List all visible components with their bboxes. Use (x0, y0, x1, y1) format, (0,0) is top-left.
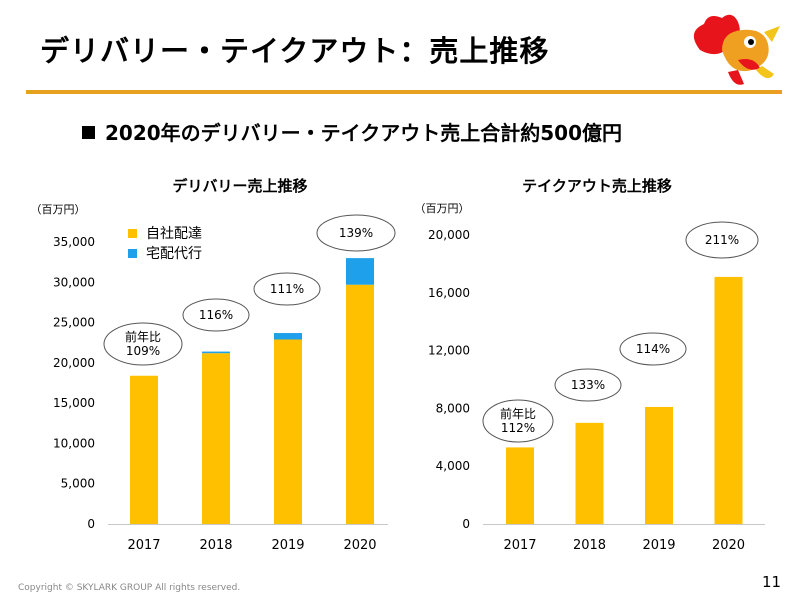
page-number: 11 (762, 573, 782, 591)
legend-swatch (128, 249, 137, 258)
yoy-bubble (182, 298, 250, 332)
yoy-label: 前年比 112% (500, 406, 536, 435)
bar-テイクアウト-2017 (506, 447, 534, 524)
yoy-label: 133% (571, 378, 605, 392)
bar-宅配代行-2020 (346, 258, 374, 285)
chart-title: テイクアウト売上推移 (522, 177, 672, 195)
x-tick-label: 2020 (343, 538, 376, 553)
bar-テイクアウト-2020 (714, 276, 743, 524)
y-tick-label: 0 (87, 517, 95, 531)
yoy-label: 114% (636, 342, 670, 356)
bar-自社配達-2020 (346, 284, 374, 524)
yoy-label: 111% (270, 282, 304, 296)
bar-テイクアウト-2018 (575, 422, 604, 524)
legend-swatch (128, 229, 137, 238)
summary-headline: 2020年のデリバリー・テイクアウト売上合計約500億円 (82, 117, 622, 146)
yoy-bubble (103, 322, 183, 366)
square-bullet-icon (82, 126, 95, 139)
legend-label: 自社配達 (146, 226, 202, 242)
y-tick-label: 4,000 (436, 459, 470, 473)
yoy-label: 116% (199, 308, 233, 322)
bar-自社配達-2018 (202, 353, 230, 524)
mascot-bird-icon (693, 14, 780, 85)
yoy-bubble (253, 272, 321, 306)
y-axis-unit-label: （百万円） (31, 203, 86, 216)
x-tick-label: 2018 (573, 538, 606, 553)
mascot-logo (693, 14, 780, 85)
y-axis-unit-label: （百万円） (415, 202, 470, 215)
y-tick-label: 5,000 (61, 477, 95, 491)
y-tick-label: 20,000 (53, 356, 95, 370)
yoy-label: 211% (705, 233, 739, 247)
y-tick-label: 20,000 (428, 228, 470, 242)
y-tick-label: 10,000 (53, 436, 95, 450)
copyright-notice: Copyright © SKYLARK GROUP All rights res… (18, 583, 241, 593)
x-tick-label: 2020 (712, 538, 745, 553)
bar-自社配達-2019 (274, 339, 302, 524)
page-title: デリバリー・テイクアウト：売上推移 (40, 34, 550, 68)
y-tick-label: 8,000 (436, 401, 470, 415)
y-tick-label: 12,000 (428, 344, 470, 358)
title-underline (26, 90, 782, 94)
bar-テイクアウト-2019 (645, 406, 673, 524)
x-tick-label: 2017 (127, 538, 160, 553)
y-tick-label: 30,000 (53, 275, 95, 289)
legend-label: 宅配代行 (146, 246, 202, 262)
x-tick-label: 2019 (642, 538, 675, 553)
yoy-bubble (316, 214, 396, 252)
yoy-bubble (685, 221, 759, 259)
y-tick-label: 0 (462, 517, 470, 531)
yoy-label: 139% (339, 226, 373, 240)
x-tick-label: 2017 (503, 538, 536, 553)
bar-自社配達-2017 (130, 375, 158, 524)
yoy-label: 前年比 109% (125, 329, 161, 358)
yoy-bubble (554, 368, 622, 402)
y-tick-label: 25,000 (53, 316, 95, 330)
bar-宅配代行-2019 (274, 333, 302, 340)
summary-text: 2020年のデリバリー・テイクアウト売上合計約500億円 (105, 121, 623, 145)
y-tick-label: 15,000 (53, 396, 95, 410)
y-tick-label: 16,000 (428, 286, 470, 300)
x-tick-label: 2019 (271, 538, 304, 553)
x-tick-label: 2018 (199, 538, 232, 553)
chart-title: デリバリー売上推移 (172, 177, 307, 195)
y-tick-label: 35,000 (53, 235, 95, 249)
bar-宅配代行-2018 (202, 351, 230, 354)
yoy-bubble (619, 332, 687, 366)
yoy-bubble (482, 399, 554, 443)
